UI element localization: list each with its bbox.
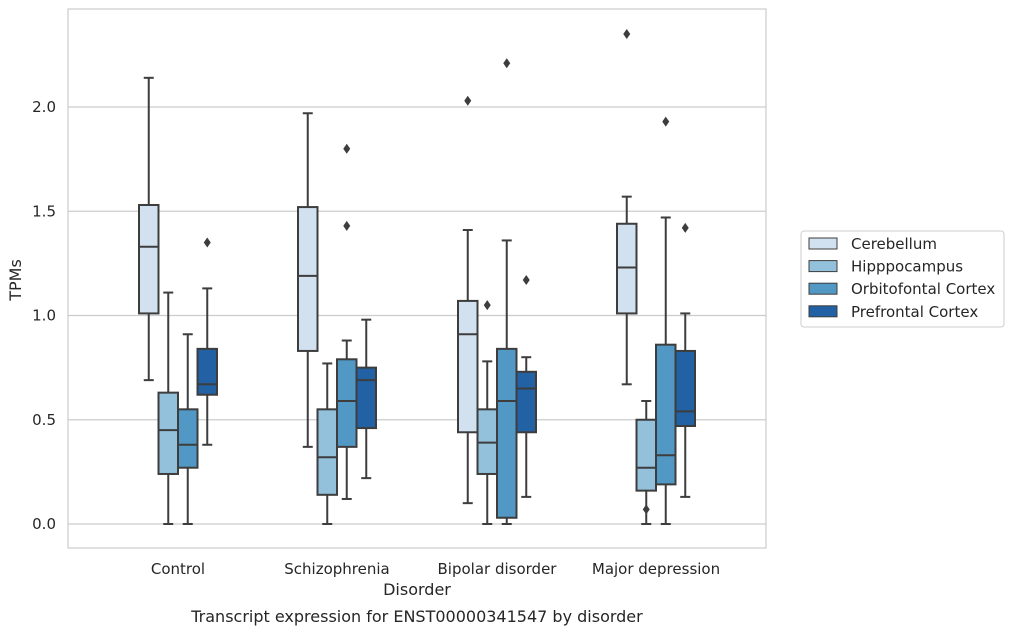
outlier-point <box>522 275 530 286</box>
iqr-box <box>196 347 218 396</box>
legend-item: Cerebellum <box>808 235 937 253</box>
outlier-point <box>503 58 511 69</box>
legend-swatch <box>808 237 838 250</box>
iqr-box <box>355 366 377 430</box>
y-tick-label: 1.5 <box>32 202 56 220</box>
legend-label: Hipppocampus <box>851 258 963 276</box>
box-cerebellum <box>138 76 160 382</box>
outlier-point <box>662 116 670 127</box>
box-cerebellum <box>297 112 319 448</box>
chart-title: Transcript expression for ENST0000034154… <box>190 607 643 626</box>
legend-swatch <box>808 305 838 318</box>
box-cerebellum <box>457 95 479 505</box>
box-hipppocampus <box>635 399 657 525</box>
iqr-box <box>138 203 160 315</box>
x-tick-label: Major depression <box>592 560 720 578</box>
y-axis-title: TPMs <box>6 259 25 302</box>
y-axis: 0.0 0.5 1.0 1.5 2.0 <box>32 98 56 533</box>
x-axis-title: Disorder <box>383 580 451 599</box>
outlier-point <box>681 222 689 233</box>
outlier-point <box>623 29 631 40</box>
box-prefrontal-cortex <box>196 237 218 446</box>
iqr-box <box>655 343 677 486</box>
box-orbitofontal-cortex <box>177 333 199 525</box>
iqr-box <box>316 408 338 496</box>
legend: Cerebellum Hipppocampus Orbitofontal Corte… <box>800 230 1005 328</box>
x-tick-label: Schizophrenia <box>284 560 389 578</box>
box-prefrontal-cortex <box>674 222 696 498</box>
x-tick-label: Bipolar disorder <box>438 560 558 578</box>
iqr-box <box>177 408 199 469</box>
y-tick-label: 0.0 <box>32 515 56 533</box>
x-tick-label: Control <box>151 560 205 578</box>
iqr-box <box>297 206 319 352</box>
x-axis: Control Schizophrenia Bipolar disorder Majo… <box>151 560 720 578</box>
iqr-box <box>496 347 518 519</box>
legend-label: Cerebellum <box>851 235 937 253</box>
box-prefrontal-cortex <box>515 275 537 498</box>
legend-label: Prefrontal Cortex <box>851 303 978 321</box>
legend-label: Orbitofontal Cortex <box>851 280 995 298</box>
box-prefrontal-cortex <box>355 318 377 480</box>
iqr-box <box>616 222 638 315</box>
outlier-point <box>642 504 650 515</box>
y-tick-label: 0.5 <box>32 411 56 429</box>
legend-item: Prefrontal Cortex <box>808 303 978 321</box>
box-orbitofontal-cortex <box>655 116 677 525</box>
y-tick-label: 1.0 <box>32 307 56 325</box>
iqr-box <box>674 349 696 428</box>
outlier-point <box>464 95 472 106</box>
y-tick-label: 2.0 <box>32 98 56 116</box>
iqr-box <box>157 391 179 475</box>
box-orbitofontal-cortex <box>336 143 358 500</box>
box-series <box>138 29 696 525</box>
box-hipppocampus <box>157 291 179 525</box>
iqr-box <box>635 418 657 492</box>
legend-swatch <box>808 282 838 295</box>
legend-item: Hipppocampus <box>808 258 963 276</box>
legend-item: Orbitofontal Cortex <box>808 280 995 298</box>
outlier-point <box>203 237 211 248</box>
outlier-point <box>343 143 351 154</box>
legend-swatch <box>808 260 838 273</box>
iqr-box <box>515 370 537 434</box>
box-hipppocampus <box>316 362 338 525</box>
box-cerebellum <box>616 29 638 386</box>
outlier-point <box>343 220 351 231</box>
iqr-box <box>476 408 498 475</box>
outlier-point <box>483 300 491 311</box>
box-orbitofontal-cortex <box>496 58 518 525</box>
box-hipppocampus <box>476 300 498 525</box>
iqr-box <box>457 299 479 434</box>
legend-frame <box>800 230 1005 328</box>
iqr-box <box>336 358 358 448</box>
